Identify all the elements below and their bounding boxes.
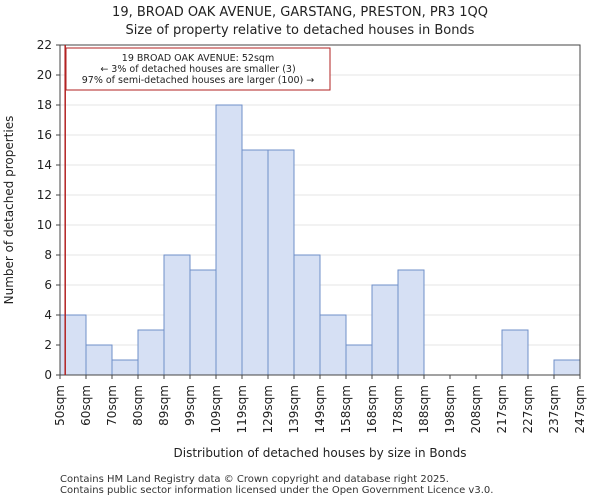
bar-129sqm (267, 149, 295, 376)
x-tick-label: 80sqm (131, 385, 145, 426)
x-tick-label: 139sqm (287, 385, 301, 433)
plot-frame (59, 44, 581, 376)
y-tick-label: 22 (37, 38, 52, 52)
x-tick-label: 60sqm (79, 385, 93, 426)
y-tick-label: 16 (37, 128, 52, 142)
bar-217sqm (501, 329, 529, 376)
x-tick-label: 149sqm (313, 385, 327, 433)
x-tick-label: 168sqm (365, 385, 379, 433)
y-tick-label: 20 (37, 68, 52, 82)
annotation-line-2: ← 3% of detached houses are smaller (3) (100, 64, 295, 75)
x-tick-label: 109sqm (209, 385, 223, 433)
bar-149sqm (319, 314, 347, 376)
bar-158sqm (345, 344, 373, 376)
y-tick-label: 10 (37, 218, 52, 232)
bar-80sqm (137, 329, 165, 376)
bar-168sqm (371, 284, 399, 376)
bar-139sqm (293, 254, 321, 376)
x-tick-label: 188sqm (417, 385, 431, 433)
chart-title: 19, BROAD OAK AVENUE, GARSTANG, PRESTON,… (112, 5, 488, 20)
x-tick-label: 227sqm (521, 385, 535, 433)
bar-89sqm (163, 254, 191, 376)
y-tick-label: 0 (44, 368, 52, 382)
y-tick-label: 14 (37, 158, 52, 172)
x-tick-label: 89sqm (157, 385, 171, 426)
y-tick-label: 8 (44, 248, 52, 262)
x-tick-label: 99sqm (183, 385, 197, 426)
x-tick-label: 129sqm (261, 385, 275, 433)
x-tick-label: 247sqm (573, 385, 587, 433)
x-tick-label: 119sqm (235, 385, 249, 433)
x-tick-label: 208sqm (469, 385, 483, 433)
chart-subtitle: Size of property relative to detached ho… (126, 23, 475, 38)
y-axis-ticks: 0 2 4 6 8 10 12 14 16 18 20 22 (37, 38, 60, 382)
x-tick-label: 178sqm (391, 385, 405, 433)
bar-237sqm (553, 359, 581, 376)
x-tick-label: 198sqm (443, 385, 457, 433)
annotation-line-3: 97% of semi-detached houses are larger (… (82, 75, 315, 86)
bar-70sqm (111, 359, 139, 376)
y-tick-label: 2 (44, 338, 52, 352)
footer-line-1: Contains HM Land Registry data © Crown c… (60, 474, 449, 485)
bar-99sqm (189, 269, 217, 376)
footer-line-2: Contains public sector information licen… (60, 485, 494, 496)
x-tick-label: 158sqm (339, 385, 353, 433)
y-axis-label: Number of detached properties (2, 116, 16, 305)
bar-60sqm (85, 344, 113, 376)
bar-178sqm (397, 269, 425, 376)
x-tick-label: 70sqm (105, 385, 119, 426)
y-tick-label: 4 (44, 308, 52, 322)
x-tick-label: 217sqm (495, 385, 509, 433)
x-axis-label: Distribution of detached houses by size … (174, 446, 467, 460)
x-tick-label: 50sqm (53, 385, 67, 426)
x-axis-ticks: 50sqm 60sqm 70sqm 80sqm 89sqm 99sqm 109sqm 119s… (53, 375, 587, 433)
bar-109sqm (215, 104, 243, 376)
bar-50sqm (59, 314, 87, 376)
bar-119sqm (241, 149, 269, 376)
annotation-box: 19 BROAD OAK AVENUE: 52sqm ← 3% of detac… (65, 47, 331, 91)
annotation-line-1: 19 BROAD OAK AVENUE: 52sqm (122, 53, 274, 64)
y-tick-label: 6 (44, 278, 52, 292)
y-tick-label: 12 (37, 188, 52, 202)
x-tick-label: 237sqm (547, 385, 561, 433)
bars (59, 104, 581, 376)
y-tick-label: 18 (37, 98, 52, 112)
